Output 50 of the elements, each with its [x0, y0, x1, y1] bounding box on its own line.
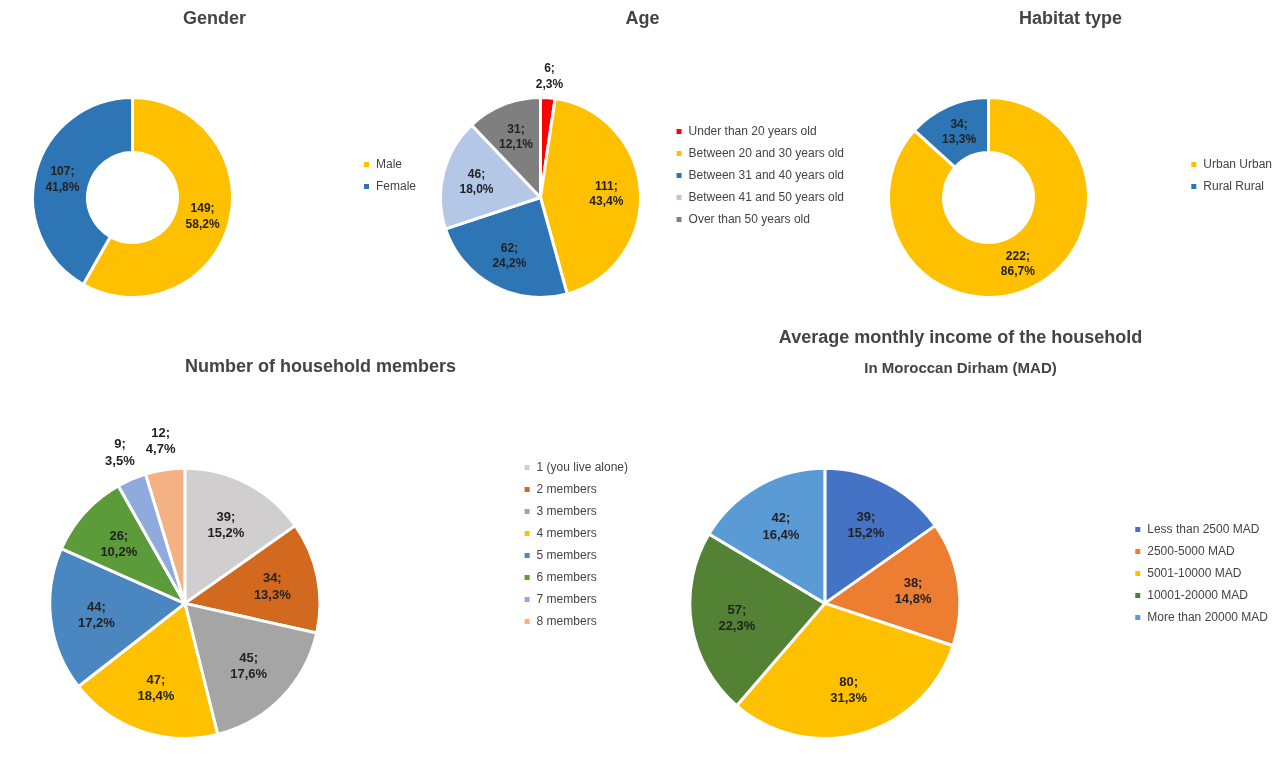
data-label: 45; 17,6% — [230, 649, 268, 682]
chart-subtitle: In Moroccan Dirham (MAD) — [864, 358, 1057, 376]
chart-title: Average monthly income of the household — [778, 326, 1143, 347]
data-label: 39; 15,2% — [207, 508, 245, 540]
data-label: 62; 24,2% — [492, 241, 527, 271]
legend-label: 4 members — [536, 526, 597, 541]
data-label: 46; 18,0% — [459, 166, 494, 197]
legend-label: Between 20 and 30 years old — [688, 145, 844, 160]
legend-label: 5001-10000 MAD — [1147, 565, 1242, 580]
legend-label: 7 members — [536, 592, 597, 607]
legend-label: Male — [375, 156, 402, 171]
chart-title: Gender — [182, 7, 247, 28]
data-label: 57; 22,3% — [718, 601, 756, 634]
legend-label: 1 (you live alone) — [536, 460, 628, 475]
data-label: 38; 14,8% — [894, 574, 932, 607]
chart-title: Number of household members — [184, 355, 457, 376]
legend-label: Over than 50 years old — [688, 211, 810, 226]
legend-label: 10001-20000 MAD — [1147, 587, 1248, 602]
data-label: 42; 16,4% — [762, 510, 800, 542]
legend-label: Female — [375, 178, 416, 193]
data-label: 149; 58,2% — [185, 201, 220, 231]
data-label: 39; 15,2% — [847, 508, 885, 540]
legend-label: 3 members — [536, 504, 597, 519]
legend-label: 6 members — [536, 570, 597, 585]
legend-label: Urban Urban — [1203, 156, 1272, 171]
legend-label: 2500-5000 MAD — [1147, 543, 1235, 558]
data-label: 34; 13,3% — [253, 570, 292, 602]
legend-label: Between 41 and 50 years old — [688, 189, 844, 204]
data-label: 9; 3,5% — [105, 436, 136, 468]
data-label: 44; 17,2% — [77, 598, 116, 631]
data-label: 6; 2,3% — [535, 61, 564, 91]
data-label: 26; 10,2% — [100, 527, 138, 560]
data-label: 47; 18,4% — [137, 671, 175, 704]
data-label: 111; 43,4% — [589, 178, 624, 209]
legend-label: More than 20000 MAD — [1147, 609, 1268, 624]
data-label: 222; 86,7% — [1000, 249, 1036, 279]
legend-label: Less than 2500 MAD — [1147, 521, 1260, 536]
data-label: 31; 12,1% — [498, 121, 534, 151]
legend-label: Rural Rural — [1203, 178, 1264, 193]
data-label: 80; 31,3% — [830, 673, 868, 706]
legend-label: 5 members — [536, 548, 597, 563]
data-label: 12; 4,7% — [145, 424, 176, 457]
legend-label: Between 31 and 40 years old — [688, 167, 844, 182]
chart-title: Habitat type — [1018, 7, 1123, 28]
chart-title: Age — [625, 7, 660, 28]
legend-label: 2 members — [536, 482, 597, 497]
legend-label: Under than 20 years old — [688, 123, 817, 138]
legend-label: 8 members — [536, 614, 597, 629]
data-label: 34; 13,3% — [942, 116, 977, 146]
data-label: 107; 41,8% — [45, 164, 80, 194]
